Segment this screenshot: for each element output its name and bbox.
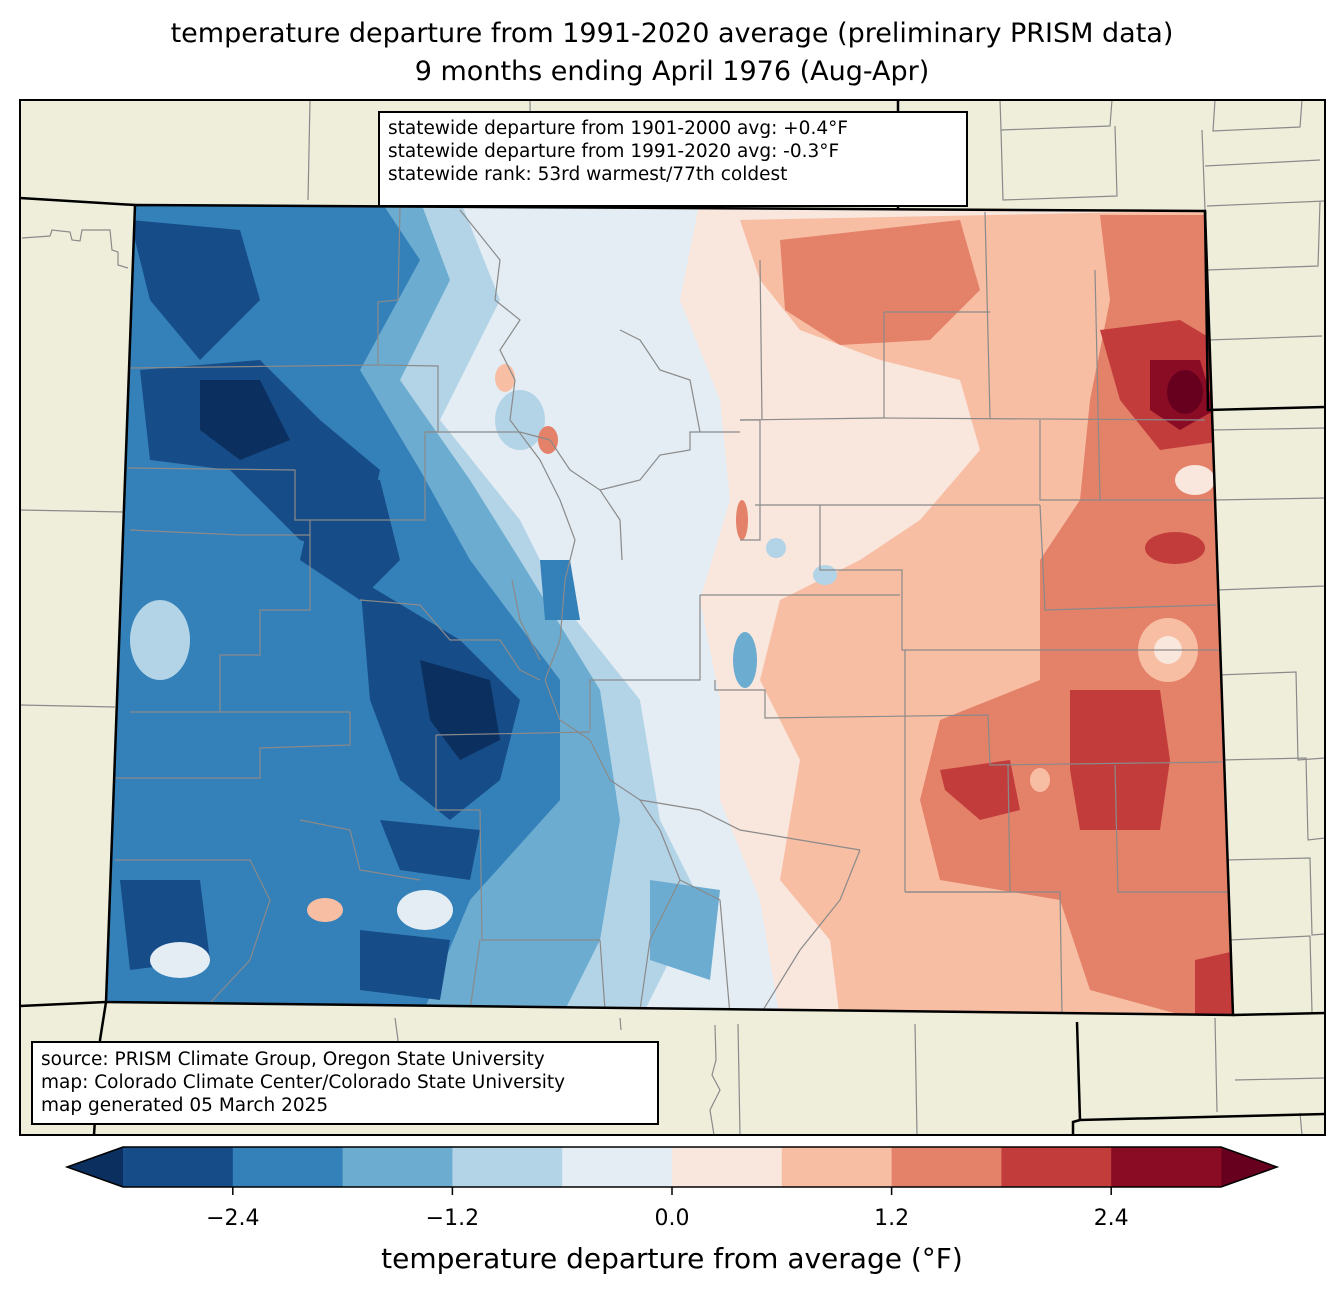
neighbor-county-lines xyxy=(20,100,1325,1135)
colorbar-tick-label: −1.2 xyxy=(425,1206,480,1231)
colorbar-under-arrow xyxy=(67,1147,123,1187)
colorbar-bin xyxy=(672,1147,783,1187)
map-frame xyxy=(19,99,1326,1136)
colorbar-tick-label: 1.2 xyxy=(874,1206,910,1231)
colorbar-bin xyxy=(1111,1147,1222,1187)
statewide-stats-box: statewide departure from 1901-2000 avg: … xyxy=(378,111,968,207)
colorbar-tick-label: −2.4 xyxy=(206,1206,260,1231)
stats-line-rank: statewide rank: 53rd warmest/77th coldes… xyxy=(388,164,788,185)
colorbar xyxy=(64,1146,1280,1195)
colorbar-bin xyxy=(562,1147,673,1187)
map-title: temperature departure from 1991-2020 ave… xyxy=(170,18,1174,49)
stats-line-1901-2000: statewide departure from 1901-2000 avg: … xyxy=(388,118,848,139)
county-lines xyxy=(115,207,1228,1015)
source-box: source: PRISM Climate Group, Oregon Stat… xyxy=(31,1041,659,1125)
colorbar-bin xyxy=(1001,1147,1112,1187)
colorbar-bin xyxy=(781,1147,893,1187)
map-credit-line: map: Colorado Climate Center/Colorado St… xyxy=(41,1072,566,1093)
colorbar-bin xyxy=(891,1147,1002,1187)
colorbar-tick-label: 2.4 xyxy=(1093,1206,1129,1231)
colorbar-over-arrow xyxy=(1221,1147,1277,1187)
colorbar-outline xyxy=(64,1146,1280,1188)
colorbar-label: temperature departure from average (°F) xyxy=(381,1242,963,1275)
colorbar-bin xyxy=(452,1147,563,1187)
map-subtitle: 9 months ending April 1976 (Aug-Apr) xyxy=(414,56,930,87)
source-line: source: PRISM Climate Group, Oregon Stat… xyxy=(41,1049,545,1070)
colorbar-tick-label: 0.0 xyxy=(654,1206,690,1231)
temperature-field xyxy=(106,205,1233,1015)
colorbar-bin xyxy=(232,1147,344,1187)
colorbar-bin xyxy=(342,1147,453,1187)
generated-date-line: map generated 05 March 2025 xyxy=(41,1095,329,1116)
colorbar-bin xyxy=(123,1147,234,1187)
stats-line-1991-2020: statewide departure from 1991-2020 avg: … xyxy=(388,141,840,162)
